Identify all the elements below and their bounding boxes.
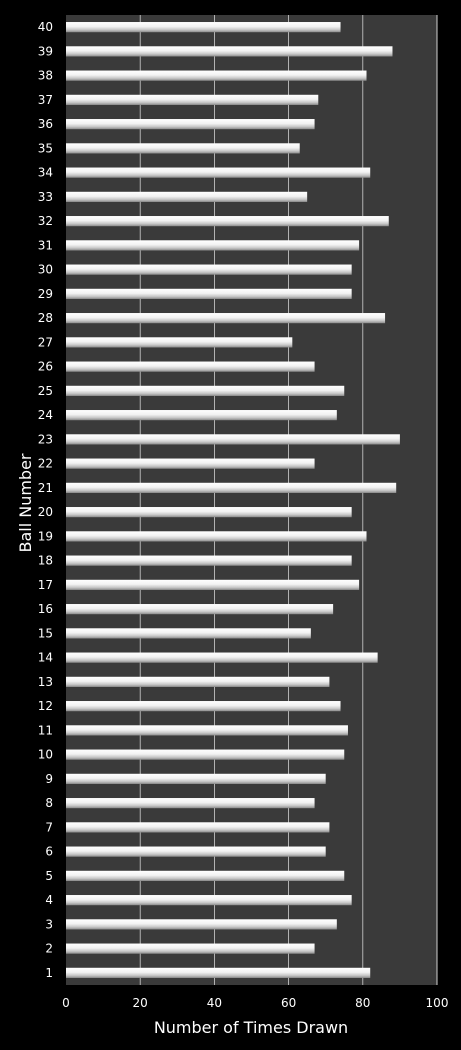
bar-ball-37: [66, 94, 319, 105]
y-tick-label: 22: [38, 457, 53, 471]
y-tick-label: 38: [38, 69, 53, 83]
bar-ball-24: [66, 410, 337, 421]
x-tick-label: 40: [207, 996, 222, 1010]
bar-ball-23: [66, 434, 400, 445]
x-tick-label: 0: [62, 996, 70, 1010]
bars: [66, 22, 400, 978]
bar-ball-11: [66, 725, 348, 736]
y-tick-label: 4: [45, 893, 53, 907]
bar-ball-5: [66, 870, 345, 881]
bar-ball-27: [66, 337, 293, 348]
bar-ball-10: [66, 749, 345, 760]
y-tick-label: 39: [38, 44, 53, 58]
y-tick-label: 40: [38, 20, 53, 34]
bar-ball-19: [66, 531, 367, 542]
y-tick-label: 17: [38, 578, 53, 592]
bar-ball-39: [66, 46, 393, 57]
y-tick-label: 12: [38, 699, 53, 713]
y-tick-label: 18: [38, 554, 53, 568]
bar-ball-13: [66, 676, 330, 687]
bar-ball-9: [66, 773, 326, 784]
y-tick-label: 31: [38, 238, 53, 252]
y-tick-label: 10: [38, 748, 53, 762]
bar-ball-15: [66, 628, 311, 639]
x-tick-label: 100: [426, 996, 449, 1010]
x-axis-title: Number of Times Drawn: [154, 1018, 348, 1037]
bar-ball-1: [66, 967, 371, 978]
bar-ball-8: [66, 798, 315, 809]
bar-ball-25: [66, 385, 345, 396]
y-tick-label: 9: [45, 772, 53, 786]
bar-ball-20: [66, 507, 352, 518]
y-tick-label: 33: [38, 190, 53, 204]
y-tick-label: 16: [38, 602, 53, 616]
x-axis-ticks: 0 20 40 60 80 100: [62, 996, 448, 1010]
y-axis-title: Ball Number: [16, 453, 35, 552]
y-tick-label: 5: [45, 869, 53, 883]
y-tick-label: 3: [45, 917, 53, 931]
bar-ball-30: [66, 264, 352, 275]
x-tick-label: 60: [281, 996, 296, 1010]
bar-ball-18: [66, 555, 352, 566]
bar-ball-40: [66, 22, 341, 33]
y-tick-label: 37: [38, 93, 53, 107]
bar-ball-22: [66, 458, 315, 469]
bar-ball-4: [66, 895, 352, 906]
y-tick-label: 20: [38, 505, 53, 519]
bar-ball-2: [66, 943, 315, 954]
y-tick-label: 30: [38, 263, 53, 277]
bar-ball-14: [66, 652, 378, 663]
y-tick-label: 35: [38, 141, 53, 155]
y-tick-label: 28: [38, 311, 53, 325]
y-tick-label: 27: [38, 335, 53, 349]
y-tick-label: 15: [38, 626, 53, 640]
bar-ball-28: [66, 313, 386, 324]
y-tick-label: 6: [45, 845, 53, 859]
y-tick-label: 29: [38, 287, 53, 301]
y-tick-label: 1: [45, 966, 53, 980]
y-tick-label: 11: [38, 723, 53, 737]
bar-ball-16: [66, 604, 334, 615]
x-tick-label: 20: [133, 996, 148, 1010]
y-tick-label: 36: [38, 117, 53, 131]
bar-ball-34: [66, 167, 371, 178]
bar-ball-33: [66, 191, 308, 202]
bar-ball-26: [66, 361, 315, 372]
y-tick-label: 24: [38, 408, 53, 422]
bar-ball-12: [66, 701, 341, 712]
y-tick-label: 23: [38, 432, 53, 446]
bar-ball-38: [66, 70, 367, 81]
plot-area: [66, 15, 437, 985]
y-tick-label: 14: [38, 651, 53, 665]
bar-ball-31: [66, 240, 360, 251]
y-axis-ticks: 1234567891011121314151617181920212223242…: [38, 20, 53, 980]
y-tick-label: 7: [45, 820, 53, 834]
y-tick-label: 32: [38, 214, 53, 228]
y-tick-label: 26: [38, 360, 53, 374]
bar-ball-17: [66, 579, 360, 590]
bar-ball-29: [66, 288, 352, 299]
y-tick-label: 19: [38, 529, 53, 543]
bar-ball-32: [66, 216, 389, 227]
bar-ball-3: [66, 919, 337, 930]
y-tick-label: 8: [45, 796, 53, 810]
bar-ball-6: [66, 846, 326, 857]
y-tick-label: 21: [38, 481, 53, 495]
y-tick-label: 25: [38, 384, 53, 398]
bar-ball-21: [66, 482, 397, 493]
bar-ball-36: [66, 119, 315, 130]
y-tick-label: 13: [38, 675, 53, 689]
y-tick-label: 34: [38, 166, 53, 180]
bar-ball-7: [66, 822, 330, 833]
y-tick-label: 2: [45, 942, 53, 956]
x-tick-label: 80: [355, 996, 370, 1010]
bar-ball-35: [66, 143, 300, 154]
